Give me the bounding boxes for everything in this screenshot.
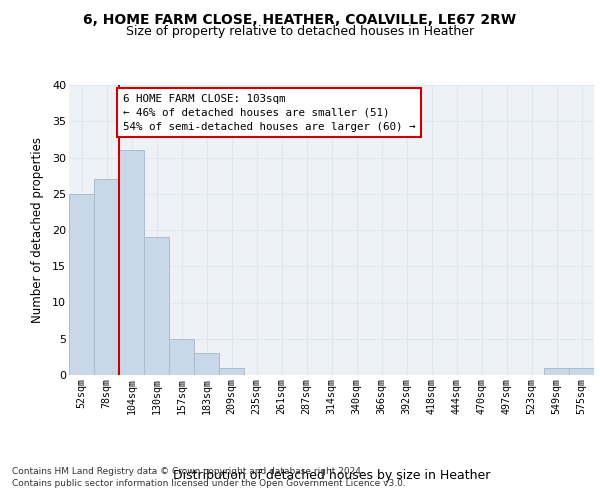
Bar <box>119 150 144 375</box>
Text: 6 HOME FARM CLOSE: 103sqm
← 46% of detached houses are smaller (51)
54% of semi-: 6 HOME FARM CLOSE: 103sqm ← 46% of detac… <box>123 94 415 132</box>
Text: 6, HOME FARM CLOSE, HEATHER, COALVILLE, LE67 2RW: 6, HOME FARM CLOSE, HEATHER, COALVILLE, … <box>83 12 517 26</box>
Text: Size of property relative to detached houses in Heather: Size of property relative to detached ho… <box>126 25 474 38</box>
X-axis label: Distribution of detached houses by size in Heather: Distribution of detached houses by size … <box>173 470 490 482</box>
Bar <box>569 368 594 375</box>
Bar <box>144 238 169 375</box>
Y-axis label: Number of detached properties: Number of detached properties <box>31 137 44 323</box>
Bar <box>194 353 219 375</box>
Bar <box>219 368 244 375</box>
Text: Contains HM Land Registry data © Crown copyright and database right 2024.
Contai: Contains HM Land Registry data © Crown c… <box>12 466 406 487</box>
Bar <box>544 368 569 375</box>
Bar <box>169 339 194 375</box>
Bar <box>69 194 94 375</box>
Bar <box>94 180 119 375</box>
